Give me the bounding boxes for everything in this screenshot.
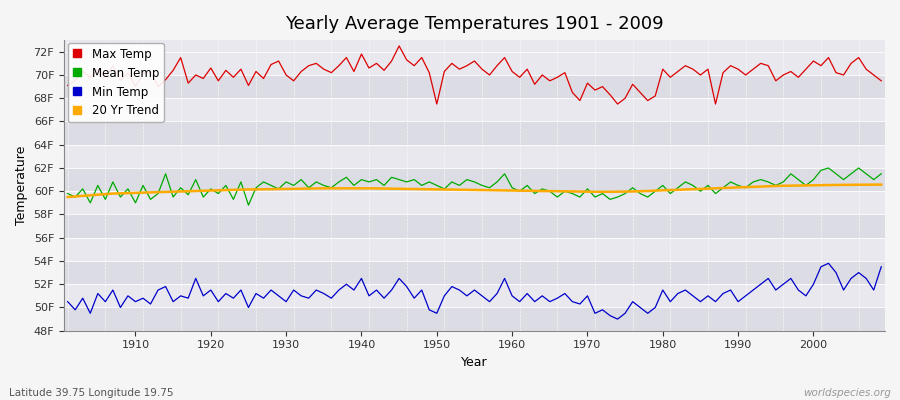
Title: Yearly Average Temperatures 1901 - 2009: Yearly Average Temperatures 1901 - 2009: [285, 15, 664, 33]
Text: worldspecies.org: worldspecies.org: [803, 388, 891, 398]
Bar: [64, 168, 885, 191]
Bar: [64, 284, 885, 308]
Bar: [64, 98, 885, 122]
Bar: [64, 191, 885, 214]
X-axis label: Year: Year: [461, 356, 488, 369]
Bar: [64, 145, 885, 168]
Bar: [64, 261, 885, 284]
Y-axis label: Temperature: Temperature: [15, 146, 28, 225]
Legend: Max Temp, Mean Temp, Min Temp, 20 Yr Trend: Max Temp, Mean Temp, Min Temp, 20 Yr Tre…: [68, 43, 164, 122]
Bar: [64, 308, 885, 331]
Bar: [64, 52, 885, 75]
Bar: [64, 238, 885, 261]
Bar: [64, 75, 885, 98]
Text: Latitude 39.75 Longitude 19.75: Latitude 39.75 Longitude 19.75: [9, 388, 174, 398]
Bar: [64, 122, 885, 145]
Bar: [64, 214, 885, 238]
